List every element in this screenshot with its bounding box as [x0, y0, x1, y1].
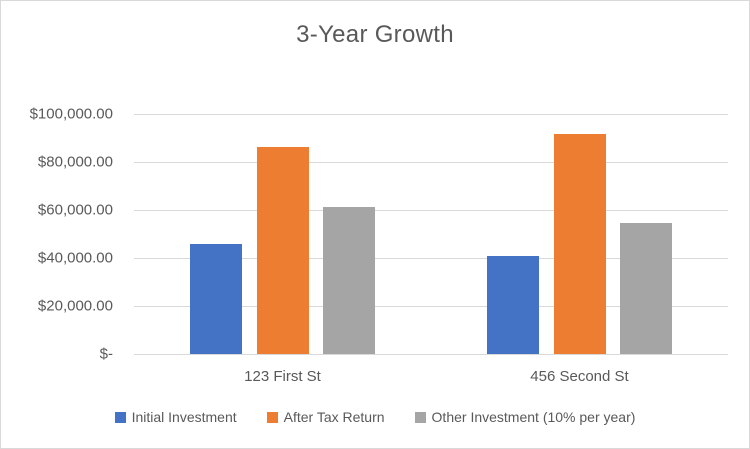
- legend-swatch: [414, 411, 426, 423]
- legend-label: Initial Investment: [131, 409, 237, 425]
- gridline: [134, 114, 728, 115]
- legend-item: Initial Investment: [114, 409, 237, 425]
- plot-area: [134, 114, 728, 355]
- gridline: [134, 162, 728, 163]
- bar: [487, 255, 539, 354]
- chart-title: 3-Year Growth: [296, 21, 454, 48]
- gridline: [134, 306, 728, 307]
- bar: [256, 146, 309, 354]
- gridline: [134, 210, 728, 211]
- y-tick-label: $20,000.00: [37, 297, 113, 315]
- y-tick-label: $-: [99, 345, 113, 363]
- y-tick-label: $40,000.00: [37, 249, 113, 267]
- bar: [190, 243, 242, 354]
- x-category-label: 456 Second St: [530, 368, 629, 385]
- gridline: [134, 354, 728, 355]
- legend-item: Other Investment (10% per year): [414, 409, 636, 425]
- bar: [553, 133, 606, 354]
- legend-label: After Tax Return: [283, 409, 385, 425]
- y-tick-label: $80,000.00: [37, 153, 113, 171]
- legend-swatch: [266, 411, 278, 423]
- legend: Initial Investment After Tax Return Other …: [1, 409, 749, 425]
- legend-item: After Tax Return: [266, 409, 385, 425]
- bar: [620, 223, 672, 354]
- legend-swatch: [114, 411, 126, 423]
- y-tick-label: $60,000.00: [37, 201, 113, 219]
- x-category-label: 123 First St: [244, 368, 321, 385]
- gridline: [134, 258, 728, 259]
- legend-label: Other Investment (10% per year): [431, 409, 636, 425]
- y-tick-label: $100,000.00: [29, 105, 113, 123]
- bar: [323, 207, 375, 354]
